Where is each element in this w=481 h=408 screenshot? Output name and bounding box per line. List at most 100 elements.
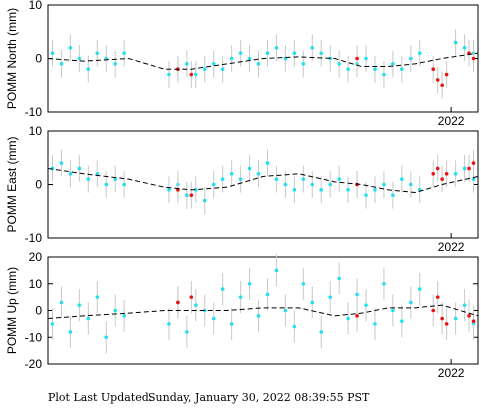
data-point	[301, 62, 306, 66]
data-point	[95, 51, 100, 55]
data-point	[211, 62, 216, 66]
data-point	[211, 182, 216, 187]
data-point	[194, 72, 198, 77]
data-point	[462, 166, 467, 171]
data-point	[382, 182, 386, 187]
data-point	[189, 193, 194, 197]
model-line	[47, 304, 479, 320]
data-point	[220, 67, 225, 71]
y-tick-label: -20	[25, 357, 43, 371]
model-line	[47, 52, 479, 70]
data-point	[122, 51, 126, 55]
data-point	[247, 56, 252, 61]
data-point	[467, 166, 471, 171]
data-point	[310, 182, 315, 187]
data-point	[301, 177, 306, 181]
data-point	[68, 330, 73, 334]
plot-frame	[47, 256, 479, 365]
data-point	[471, 177, 476, 181]
data-point	[176, 300, 180, 305]
data-point	[346, 316, 350, 321]
data-point	[319, 51, 324, 55]
data-point	[122, 182, 126, 187]
data-point	[346, 67, 350, 71]
data-point	[471, 161, 476, 165]
data-point	[440, 83, 444, 88]
data-point	[247, 166, 252, 171]
data-point	[435, 295, 440, 299]
data-point	[104, 335, 109, 340]
data-point	[431, 308, 436, 313]
data-point	[77, 303, 82, 307]
data-point	[247, 281, 252, 286]
data-point	[113, 308, 117, 313]
data-point	[310, 300, 315, 305]
data-point	[391, 308, 395, 313]
data-point	[189, 295, 194, 299]
data-point	[59, 161, 64, 165]
y-tick-label: 10	[29, 277, 43, 291]
data-point	[391, 193, 395, 197]
data-point	[292, 324, 297, 329]
x-tick-label: 2022	[438, 240, 465, 254]
data-point	[462, 303, 467, 307]
data-point	[68, 46, 73, 50]
data-point	[202, 308, 207, 313]
data-point	[220, 177, 225, 181]
y-tick-label: 10	[29, 0, 43, 12]
y-tick-label: 0	[35, 304, 42, 318]
data-point	[77, 166, 82, 171]
data-point	[185, 62, 189, 66]
data-point	[167, 72, 171, 77]
data-point	[467, 314, 471, 318]
data-point	[409, 56, 413, 61]
data-point	[328, 182, 332, 187]
data-point	[391, 62, 395, 66]
data-point	[194, 303, 198, 307]
data-point	[400, 177, 404, 181]
data-point	[382, 72, 386, 77]
data-point	[238, 177, 243, 181]
data-point	[373, 322, 377, 326]
data-point	[355, 314, 359, 318]
data-point	[86, 177, 91, 181]
x-tick-label: 2022	[438, 366, 465, 380]
data-point	[189, 72, 194, 77]
data-point	[185, 330, 189, 334]
data-point	[337, 177, 341, 181]
data-point	[382, 281, 386, 286]
y-axis-label: POMM North (mm)	[5, 8, 19, 109]
data-point	[319, 330, 324, 334]
data-point	[194, 188, 198, 192]
y-tick-label: -10	[25, 105, 43, 119]
y-tick-label: 10	[29, 124, 43, 138]
data-point	[50, 322, 55, 326]
data-point	[220, 287, 225, 291]
data-point	[77, 56, 82, 61]
data-point	[202, 67, 207, 71]
data-point	[167, 322, 171, 326]
data-point	[86, 316, 91, 321]
data-point	[400, 319, 404, 324]
data-point	[274, 46, 279, 50]
data-point	[202, 198, 207, 203]
data-point	[68, 172, 73, 176]
data-point	[265, 161, 270, 165]
data-point	[59, 300, 64, 305]
data-point	[462, 46, 467, 50]
data-point	[104, 182, 109, 187]
data-point	[431, 172, 436, 176]
data-point	[256, 314, 261, 318]
plot-frame	[47, 130, 479, 239]
data-point	[113, 177, 117, 181]
data-point	[364, 303, 368, 307]
y-axis-label: POMM East (mm)	[5, 137, 19, 233]
data-point	[355, 56, 359, 61]
data-point	[471, 56, 476, 61]
data-point	[328, 295, 332, 299]
y-tick-label: -10	[25, 231, 43, 245]
data-point	[265, 292, 270, 297]
data-point	[95, 172, 100, 176]
data-point	[167, 188, 171, 192]
